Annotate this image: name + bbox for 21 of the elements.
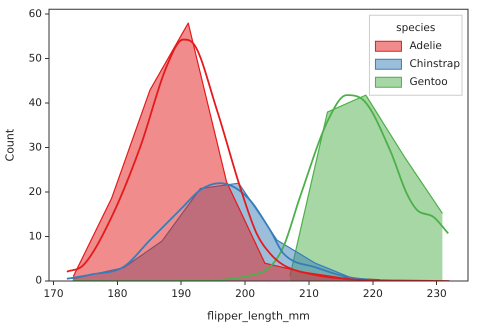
x-tick-label: 230	[426, 288, 447, 300]
y-tick-label: 30	[28, 141, 42, 154]
x-axis-title: flipper_length_mm	[207, 309, 310, 322]
legend-title: species	[396, 22, 436, 34]
x-tick-label: 220	[362, 288, 383, 300]
y-tick-label: 50	[28, 52, 42, 64]
legend-label: Gentoo	[409, 76, 448, 88]
line-series	[72, 94, 450, 281]
y-tick-label: 20	[28, 186, 42, 198]
x-tick-label: 190	[171, 288, 192, 300]
x-tick-label: 180	[107, 288, 128, 300]
y-tick-label: 40	[28, 96, 42, 109]
legend-label: Adelie	[409, 40, 442, 52]
y-tick-label: 10	[28, 230, 42, 242]
y-axis-title: Count	[3, 128, 16, 162]
y-tick-label: 0	[35, 274, 42, 287]
legend-label: Chinstrap	[409, 58, 460, 70]
y-tick-label: 60	[28, 8, 42, 20]
x-tick-label: 170	[43, 288, 64, 300]
x-tick-label: 200	[235, 288, 256, 300]
x-tick-label: 210	[298, 288, 319, 300]
